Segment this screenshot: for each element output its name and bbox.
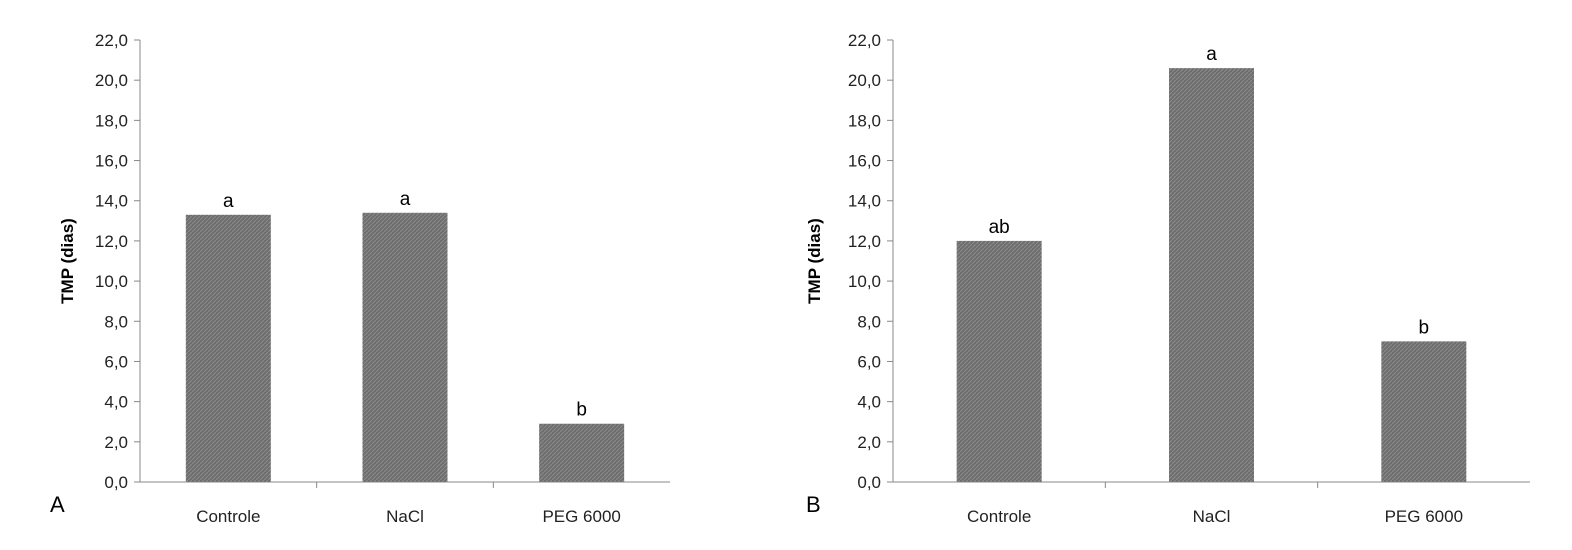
x-tick-label: Controle bbox=[967, 507, 1031, 526]
data-label: ab bbox=[989, 217, 1010, 238]
chart-panel-a: 0,0 2,0 4,0 6,0 8,0 10,0 12,0 14,0 16,0 18,0 20,0 2… bbox=[50, 31, 670, 526]
y-tick-label: 18,0 bbox=[848, 111, 881, 130]
x-tick-label: PEG 6000 bbox=[542, 507, 620, 526]
y-tick-label: 8,0 bbox=[104, 312, 128, 331]
x-tick-label: NaCl bbox=[386, 507, 424, 526]
data-label: b bbox=[1419, 317, 1430, 338]
panel-label: B bbox=[806, 492, 821, 517]
y-tick-label: 16,0 bbox=[95, 152, 128, 171]
y-tick-label: 20,0 bbox=[95, 71, 128, 90]
data-label: a bbox=[1206, 44, 1217, 65]
data-label: a bbox=[400, 189, 411, 210]
y-tick-label: 10,0 bbox=[848, 272, 881, 291]
x-tick-label: PEG 6000 bbox=[1385, 507, 1463, 526]
y-tick-label: 20,0 bbox=[848, 71, 881, 90]
y-tick-label: 2,0 bbox=[104, 433, 128, 452]
y-tick-label: 0,0 bbox=[857, 473, 881, 492]
y-tick-label: 22,0 bbox=[95, 31, 128, 50]
bar-nacl bbox=[362, 212, 448, 483]
y-tick-label: 8,0 bbox=[857, 312, 881, 331]
x-tick-label: NaCl bbox=[1193, 507, 1231, 526]
y-tick-label: 4,0 bbox=[857, 393, 881, 412]
y-tick-label: 10,0 bbox=[95, 272, 128, 291]
y-tick-label: 0,0 bbox=[104, 473, 128, 492]
bar-peg-6000 bbox=[1381, 341, 1467, 482]
y-tick-label: 6,0 bbox=[104, 352, 128, 371]
data-label: a bbox=[223, 191, 234, 212]
y-tick-label: 16,0 bbox=[848, 152, 881, 171]
y-axis-label: TMP (dias) bbox=[805, 218, 824, 304]
y-tick-label: 12,0 bbox=[848, 232, 881, 251]
y-tick-label: 4,0 bbox=[104, 393, 128, 412]
bar-nacl bbox=[1169, 68, 1254, 483]
y-tick-label: 18,0 bbox=[95, 111, 128, 130]
bar-controle bbox=[956, 240, 1042, 482]
y-tick-label: 14,0 bbox=[95, 192, 128, 211]
y-tick-label: 22,0 bbox=[848, 31, 881, 50]
y-tick-label: 14,0 bbox=[848, 192, 881, 211]
y-tick-label: 2,0 bbox=[857, 433, 881, 452]
chart-panel-b: 0,0 2,0 4,0 6,0 8,0 10,0 12,0 14,0 16,0 18,0 20,0 2… bbox=[805, 31, 1530, 526]
data-label: b bbox=[576, 400, 587, 421]
x-tick-label: Controle bbox=[196, 507, 260, 526]
bar-peg-6000 bbox=[539, 423, 625, 482]
panel-label: A bbox=[50, 492, 65, 517]
bar-controle bbox=[185, 214, 271, 483]
y-tick-label: 6,0 bbox=[857, 352, 881, 371]
y-tick-label: 12,0 bbox=[95, 232, 128, 251]
y-axis-label: TMP (dias) bbox=[58, 218, 77, 304]
